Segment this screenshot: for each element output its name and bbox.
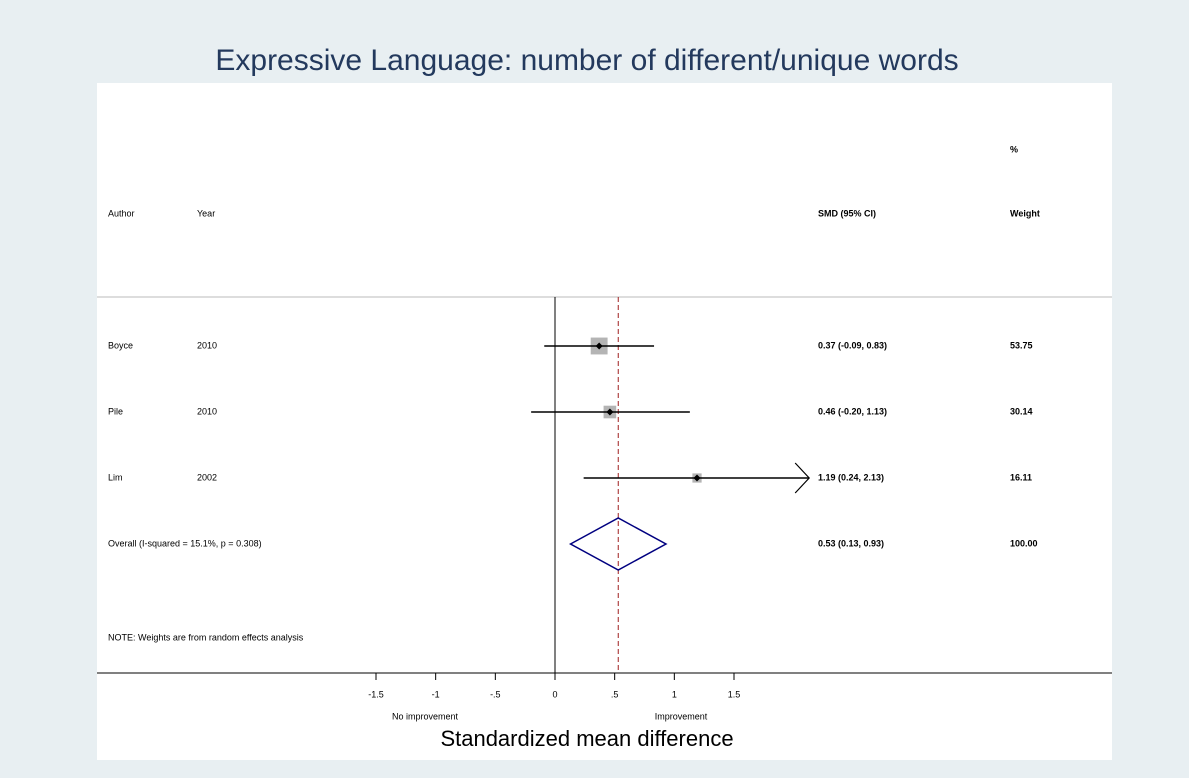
x-tick-label: 0 [552, 689, 557, 699]
weight-label: 53.75 [1010, 340, 1033, 350]
ci-label: 0.46 (-0.20, 1.13) [818, 406, 887, 416]
ci-label: 1.19 (0.24, 2.13) [818, 472, 884, 482]
ci-arrow [794, 462, 811, 494]
overall-ci: 0.53 (0.13, 0.93) [818, 538, 884, 548]
right-note: Improvement [655, 711, 708, 721]
author: Pile [108, 406, 123, 416]
x-axis-title: Standardized mean difference [440, 726, 733, 751]
author: Boyce [108, 340, 133, 350]
header: Weight [1010, 208, 1040, 218]
x-tick-label: -1 [432, 689, 440, 699]
year: 2002 [197, 472, 217, 482]
point-estimate [693, 474, 701, 482]
overall-diamond [568, 517, 668, 571]
note: NOTE: Weights are from random effects an… [108, 632, 304, 642]
header: % [1010, 144, 1018, 154]
year: 2010 [197, 406, 217, 416]
year: 2010 [197, 340, 217, 350]
point-estimate [606, 408, 614, 416]
overall-weight: 100.00 [1010, 538, 1038, 548]
header: Author [108, 208, 135, 218]
x-tick-label: 1 [672, 689, 677, 699]
header: Year [197, 208, 215, 218]
weight-label: 30.14 [1010, 406, 1033, 416]
x-tick-label: -.5 [490, 689, 501, 699]
chart-title: Expressive Language: number of different… [215, 44, 958, 77]
plot-panel [97, 83, 1112, 760]
x-tick-label: 1.5 [728, 689, 741, 699]
x-tick-label: .5 [611, 689, 619, 699]
point-estimate [595, 342, 603, 350]
left-note: No improvement [392, 711, 459, 721]
weight-label: 16.11 [1010, 472, 1032, 482]
ci-label: 0.37 (-0.09, 0.83) [818, 340, 887, 350]
x-tick-label: -1.5 [368, 689, 384, 699]
header: SMD (95% CI) [818, 208, 876, 218]
author: Lim [108, 472, 123, 482]
overall-label: Overall (I-squared = 15.1%, p = 0.308) [108, 538, 262, 548]
